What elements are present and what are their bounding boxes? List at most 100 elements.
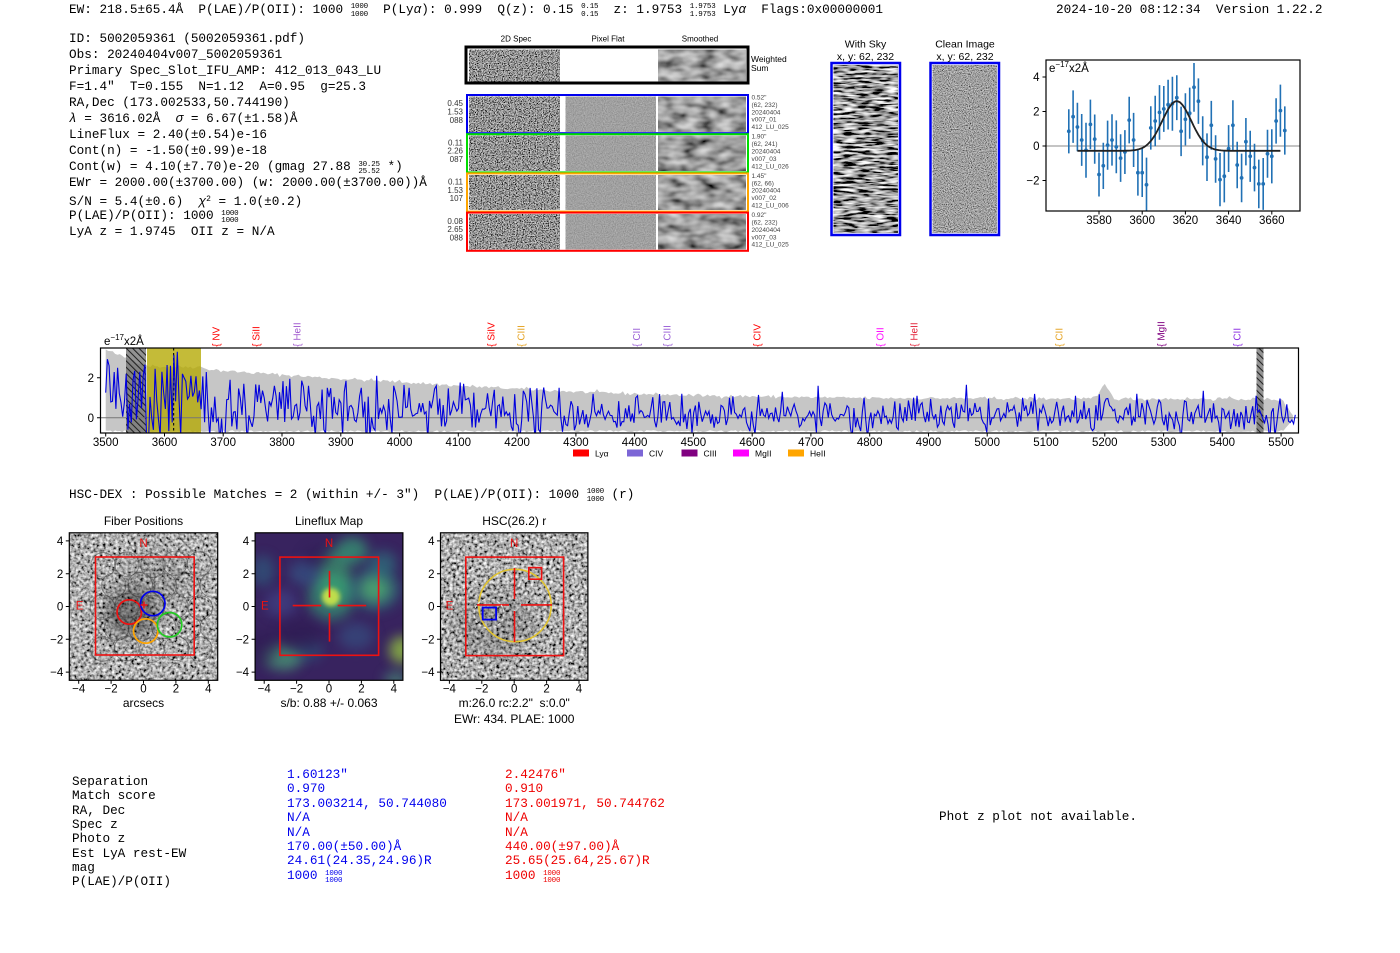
svg-text:412_LU_025: 412_LU_025	[752, 124, 790, 131]
svg-text:4: 4	[1033, 72, 1040, 84]
svg-text:5500: 5500	[1268, 437, 1294, 449]
svg-text:With Sky: With Sky	[845, 39, 887, 51]
svg-text:3600: 3600	[152, 437, 178, 449]
svg-text:3500: 3500	[93, 437, 119, 449]
svg-text:1.53: 1.53	[447, 108, 463, 117]
svg-text:(62, 241): (62, 241)	[752, 141, 778, 148]
svg-text:e−17x2Å: e−17x2Å	[1049, 60, 1089, 75]
svg-text:−4: −4	[50, 667, 64, 679]
svg-text:4: 4	[205, 684, 212, 696]
svg-text:0: 0	[88, 413, 94, 425]
svg-text:MgII: MgII	[755, 449, 772, 459]
svg-text:0.08: 0.08	[447, 217, 463, 226]
svg-text:4800: 4800	[857, 437, 883, 449]
svg-text:E: E	[261, 601, 269, 613]
svg-text:088: 088	[450, 116, 464, 125]
svg-text:{ OII: { OII	[876, 327, 887, 346]
svg-text:arcsecs: arcsecs	[123, 696, 164, 710]
svg-text:−2: −2	[105, 684, 118, 696]
svg-text:Lineflux Map: Lineflux Map	[295, 514, 363, 528]
svg-text:{ MgII: { MgII	[1157, 321, 1168, 347]
svg-text:Fiber Positions: Fiber Positions	[104, 514, 183, 528]
svg-text:5200: 5200	[1092, 437, 1118, 449]
svg-text:4: 4	[57, 536, 64, 548]
svg-text:4500: 4500	[681, 437, 707, 449]
svg-text:{ CII: { CII	[632, 328, 643, 347]
svg-text:Pixel Flat: Pixel Flat	[592, 35, 626, 44]
svg-text:0: 0	[326, 684, 332, 696]
svg-text:Clean Image: Clean Image	[935, 39, 995, 51]
svg-text:087: 087	[450, 155, 464, 164]
svg-text:−2: −2	[475, 684, 488, 696]
svg-text:4900: 4900	[916, 437, 942, 449]
svg-text:2.65: 2.65	[447, 225, 463, 234]
svg-text:2: 2	[428, 569, 434, 581]
svg-text:−4: −4	[72, 684, 86, 696]
svg-text:4300: 4300	[563, 437, 589, 449]
svg-text:0: 0	[511, 684, 517, 696]
svg-text:2D Spec: 2D Spec	[501, 35, 532, 44]
svg-text:1.53: 1.53	[447, 186, 463, 195]
svg-text:0: 0	[428, 602, 434, 614]
svg-text:4: 4	[243, 536, 250, 548]
svg-text:−2: −2	[236, 634, 249, 646]
svg-text:0: 0	[243, 602, 249, 614]
svg-text:{ CII: { CII	[1055, 328, 1066, 347]
svg-text:3640: 3640	[1216, 215, 1242, 227]
svg-text:E: E	[76, 601, 84, 613]
svg-text:(62, 232): (62, 232)	[752, 102, 778, 109]
svg-text:4600: 4600	[739, 437, 765, 449]
svg-text:1.45": 1.45"	[752, 173, 768, 180]
svg-text:4000: 4000	[387, 437, 413, 449]
svg-text:N: N	[139, 538, 147, 550]
svg-text:3600: 3600	[1129, 215, 1155, 227]
svg-text:5100: 5100	[1033, 437, 1059, 449]
svg-text:−4: −4	[421, 667, 435, 679]
svg-text:4: 4	[391, 684, 398, 696]
svg-text:2: 2	[543, 684, 549, 696]
svg-text:4400: 4400	[622, 437, 648, 449]
svg-text:−4: −4	[258, 684, 272, 696]
svg-text:v007_03: v007_03	[752, 156, 777, 163]
svg-text:3700: 3700	[210, 437, 236, 449]
svg-text:x, y: 62, 232: x, y: 62, 232	[936, 51, 993, 63]
svg-text:−4: −4	[236, 667, 250, 679]
svg-text:(62, 232): (62, 232)	[752, 220, 778, 227]
svg-text:−2: −2	[290, 684, 303, 696]
svg-text:N: N	[325, 538, 333, 550]
svg-text:4: 4	[576, 684, 583, 696]
svg-text:2: 2	[88, 373, 94, 385]
svg-text:v007_01: v007_01	[752, 117, 777, 124]
svg-text:m:26.0 rc:2.2" s:0.0": m:26.0 rc:2.2" s:0.0"	[459, 696, 570, 710]
svg-text:5400: 5400	[1210, 437, 1236, 449]
svg-text:HSC(26.2) r: HSC(26.2) r	[482, 514, 546, 528]
svg-text:(62, 66): (62, 66)	[752, 180, 774, 187]
svg-text:CIII: CIII	[704, 449, 717, 459]
svg-text:4700: 4700	[798, 437, 824, 449]
svg-text:0.45: 0.45	[447, 99, 463, 108]
svg-text:{ HeII: { HeII	[293, 322, 304, 346]
svg-text:3900: 3900	[328, 437, 354, 449]
svg-text:v007_03: v007_03	[752, 234, 777, 241]
svg-text:EWr: 434. PLAE: 1000: EWr: 434. PLAE: 1000	[454, 712, 575, 726]
svg-text:20240404: 20240404	[752, 227, 781, 234]
svg-text:0.92": 0.92"	[752, 212, 768, 219]
svg-text:5000: 5000	[974, 437, 1000, 449]
svg-text:−4: −4	[443, 684, 457, 696]
svg-text:s/b: 0.88 +/- 0.063: s/b: 0.88 +/- 0.063	[280, 696, 377, 710]
svg-text:{ CIII: { CIII	[517, 325, 528, 347]
svg-text:{ SiII: { SiII	[252, 326, 263, 347]
svg-text:107: 107	[450, 194, 464, 203]
svg-text:{ SiIV: { SiIV	[487, 322, 498, 347]
svg-text:0: 0	[140, 684, 146, 696]
svg-text:E: E	[446, 601, 454, 613]
svg-text:412_LU_026: 412_LU_026	[752, 163, 790, 170]
svg-text:Smoothed: Smoothed	[682, 35, 718, 44]
svg-text:20240404: 20240404	[752, 188, 781, 195]
svg-text:HeII: HeII	[810, 449, 826, 459]
svg-text:0.11: 0.11	[448, 178, 464, 187]
svg-text:2: 2	[173, 684, 179, 696]
svg-text:N: N	[510, 538, 518, 550]
svg-text:v007_02: v007_02	[752, 195, 777, 202]
svg-text:{ CIV: { CIV	[753, 324, 764, 347]
